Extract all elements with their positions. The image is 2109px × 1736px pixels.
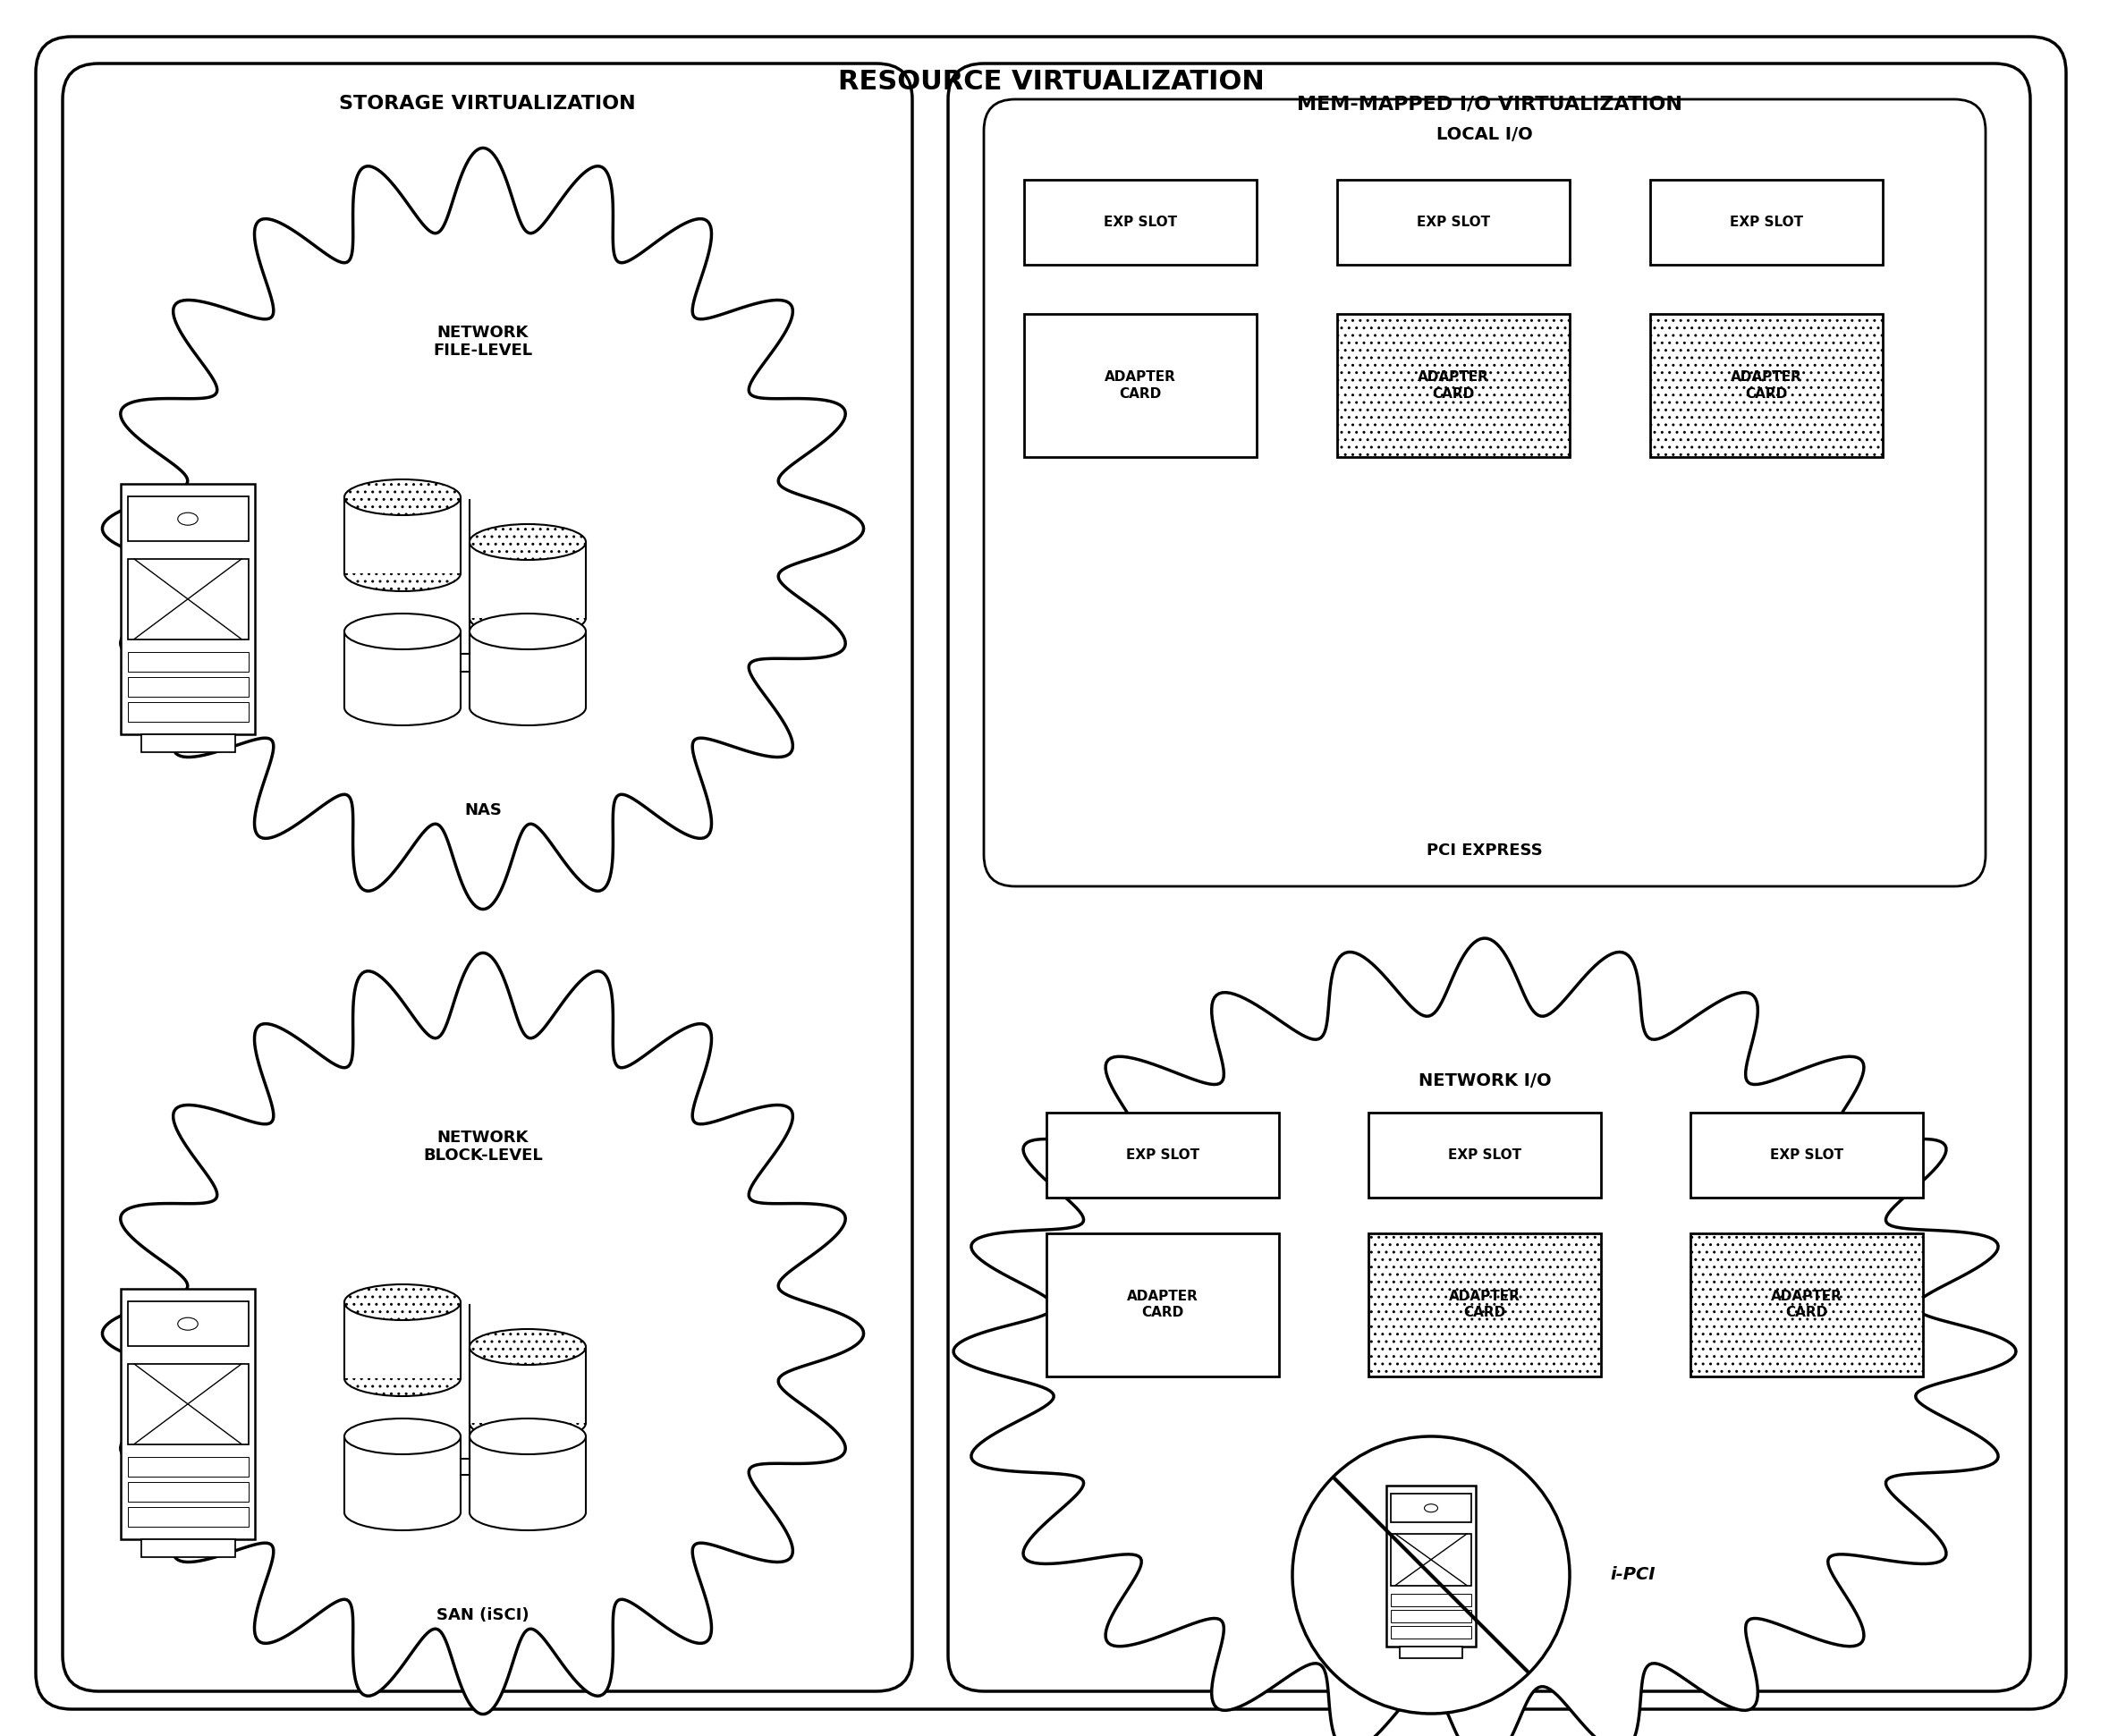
- Bar: [470, 542, 586, 618]
- Ellipse shape: [470, 1418, 586, 1455]
- Bar: [1046, 1233, 1278, 1377]
- Circle shape: [1293, 1436, 1569, 1713]
- Text: ADAPTER
CARD: ADAPTER CARD: [1449, 1290, 1521, 1319]
- FancyBboxPatch shape: [949, 64, 2031, 1691]
- Ellipse shape: [344, 689, 460, 726]
- Polygon shape: [103, 953, 863, 1713]
- Bar: [1025, 314, 1257, 457]
- Ellipse shape: [344, 1495, 460, 1531]
- Ellipse shape: [344, 479, 460, 516]
- Bar: [127, 559, 249, 639]
- Polygon shape: [1400, 1646, 1462, 1658]
- Bar: [1390, 1609, 1472, 1623]
- Text: EXP SLOT: EXP SLOT: [1449, 1147, 1521, 1161]
- Bar: [1390, 1625, 1472, 1639]
- Bar: [344, 496, 460, 573]
- Text: MEM-MAPPED I/O VIRTUALIZATION: MEM-MAPPED I/O VIRTUALIZATION: [1297, 95, 1681, 113]
- Bar: [1649, 314, 1883, 457]
- Bar: [127, 1457, 249, 1477]
- Ellipse shape: [344, 1418, 460, 1455]
- Bar: [1390, 1493, 1472, 1522]
- Text: RESOURCE VIRTUALIZATION: RESOURCE VIRTUALIZATION: [837, 68, 1263, 94]
- Bar: [344, 632, 460, 708]
- Bar: [1691, 1113, 1923, 1198]
- Ellipse shape: [470, 689, 586, 726]
- Ellipse shape: [470, 1330, 586, 1364]
- Polygon shape: [103, 148, 863, 910]
- Bar: [1025, 181, 1257, 264]
- Ellipse shape: [1424, 1503, 1438, 1512]
- Bar: [127, 1481, 249, 1502]
- Bar: [120, 1288, 255, 1540]
- Text: LOCAL I/O: LOCAL I/O: [1436, 127, 1533, 144]
- Text: EXP SLOT: EXP SLOT: [1126, 1147, 1200, 1161]
- Ellipse shape: [470, 1404, 586, 1441]
- Text: NAS: NAS: [464, 802, 502, 818]
- Bar: [127, 1507, 249, 1526]
- Bar: [470, 632, 586, 708]
- Bar: [1691, 1233, 1923, 1377]
- Bar: [1386, 1486, 1476, 1646]
- Bar: [127, 496, 249, 542]
- Text: EXP SLOT: EXP SLOT: [1103, 215, 1177, 229]
- Ellipse shape: [177, 512, 198, 526]
- Bar: [1390, 1535, 1472, 1585]
- FancyBboxPatch shape: [36, 36, 2067, 1710]
- Bar: [1390, 1594, 1472, 1606]
- Text: NETWORK
FILE-LEVEL: NETWORK FILE-LEVEL: [432, 325, 534, 359]
- Text: EXP SLOT: EXP SLOT: [1417, 215, 1491, 229]
- Text: ADAPTER
CARD: ADAPTER CARD: [1772, 1290, 1843, 1319]
- Ellipse shape: [470, 613, 586, 649]
- Ellipse shape: [344, 556, 460, 592]
- Text: ADAPTER
CARD: ADAPTER CARD: [1417, 370, 1489, 401]
- Bar: [1046, 1113, 1278, 1198]
- Ellipse shape: [470, 601, 586, 635]
- Polygon shape: [953, 937, 2016, 1736]
- Text: ADAPTER
CARD: ADAPTER CARD: [1105, 370, 1177, 401]
- Ellipse shape: [470, 1495, 586, 1531]
- Bar: [344, 1436, 460, 1512]
- Bar: [120, 484, 255, 734]
- Bar: [127, 1364, 249, 1444]
- Bar: [127, 1302, 249, 1347]
- FancyBboxPatch shape: [63, 64, 913, 1691]
- Bar: [1369, 1113, 1601, 1198]
- Bar: [1369, 1233, 1601, 1377]
- Text: i-PCI: i-PCI: [1609, 1566, 1656, 1583]
- Text: STORAGE VIRTUALIZATION: STORAGE VIRTUALIZATION: [340, 95, 635, 113]
- Text: EXP SLOT: EXP SLOT: [1769, 1147, 1843, 1161]
- Polygon shape: [141, 734, 234, 752]
- Bar: [127, 701, 249, 722]
- Bar: [344, 1302, 460, 1378]
- Bar: [1337, 314, 1569, 457]
- Ellipse shape: [344, 1361, 460, 1396]
- Ellipse shape: [470, 524, 586, 561]
- Ellipse shape: [177, 1318, 198, 1330]
- Bar: [127, 651, 249, 672]
- Text: SAN (iSCI): SAN (iSCI): [437, 1608, 529, 1623]
- Polygon shape: [141, 1540, 234, 1557]
- FancyBboxPatch shape: [983, 99, 1985, 887]
- Text: EXP SLOT: EXP SLOT: [1729, 215, 1803, 229]
- Text: ADAPTER
CARD: ADAPTER CARD: [1731, 370, 1803, 401]
- Bar: [1337, 181, 1569, 264]
- Text: PCI EXPRESS: PCI EXPRESS: [1426, 842, 1542, 859]
- Bar: [470, 1436, 586, 1512]
- Bar: [127, 677, 249, 696]
- Text: ADAPTER
CARD: ADAPTER CARD: [1126, 1290, 1198, 1319]
- Ellipse shape: [344, 1285, 460, 1319]
- Text: NETWORK
BLOCK-LEVEL: NETWORK BLOCK-LEVEL: [424, 1128, 542, 1163]
- Text: NETWORK I/O: NETWORK I/O: [1417, 1073, 1552, 1090]
- Ellipse shape: [344, 613, 460, 649]
- Bar: [1649, 181, 1883, 264]
- Bar: [470, 1347, 586, 1424]
